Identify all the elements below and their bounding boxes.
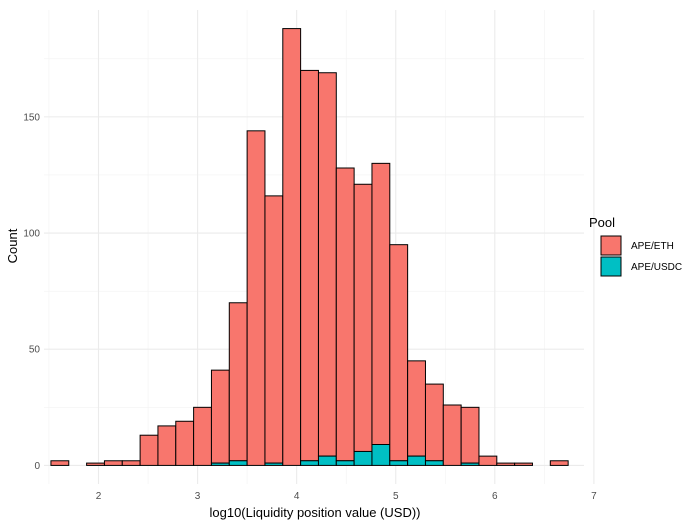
- bar-ape-usdc: [300, 460, 319, 466]
- bar-ape-eth: [50, 460, 70, 466]
- x-axis-title: log10(Liquidity position value (USD)): [210, 505, 421, 520]
- bar-ape-eth: [228, 302, 248, 462]
- gridlines: [44, 10, 595, 484]
- y-tick-label: 50: [29, 345, 41, 356]
- bar-ape-eth: [86, 462, 105, 466]
- bar-ape-eth: [282, 28, 302, 466]
- bar-ape-eth: [460, 406, 480, 464]
- bar-ape-eth: [317, 72, 337, 457]
- x-tick-label: 3: [195, 491, 201, 502]
- bar-ape-eth: [193, 406, 212, 466]
- bar-ape-eth: [514, 462, 533, 466]
- bar-ape-eth: [424, 383, 444, 462]
- legend-title: Pool: [589, 215, 615, 230]
- legend-swatch-ape-eth: [600, 235, 622, 256]
- bar-ape-eth: [442, 404, 462, 466]
- x-tick-label: 5: [393, 491, 399, 502]
- y-tick-label: 0: [34, 461, 40, 472]
- bar-ape-usdc: [460, 462, 480, 466]
- bar-ape-eth: [478, 455, 498, 466]
- bar-ape-eth: [371, 162, 391, 445]
- bar-ape-eth: [549, 460, 569, 466]
- y-tick-label: 150: [23, 112, 40, 123]
- bar-ape-eth: [407, 360, 426, 457]
- bar-ape-usdc: [407, 455, 426, 466]
- bar-ape-usdc: [353, 450, 373, 466]
- x-tick-label: 4: [294, 491, 300, 502]
- bar-ape-usdc: [371, 444, 391, 466]
- bar-ape-usdc: [317, 455, 337, 466]
- bar-ape-usdc: [210, 462, 230, 466]
- bar-ape-usdc: [424, 460, 444, 466]
- bars: [50, 28, 569, 466]
- bar-ape-eth: [139, 434, 159, 466]
- bar-ape-eth: [175, 420, 195, 466]
- legend-swatch-ape-usdc: [600, 256, 622, 277]
- bar-ape-usdc: [228, 460, 248, 466]
- bar-ape-eth: [353, 183, 373, 452]
- bar-ape-usdc: [264, 462, 284, 466]
- bar-ape-usdc: [335, 460, 355, 466]
- legend-label-ape-usdc: APE/USDC: [631, 262, 682, 273]
- y-axis-title: Count: [5, 228, 20, 263]
- bar-ape-eth: [103, 460, 123, 466]
- bar-ape-usdc: [389, 460, 409, 466]
- y-axis-ticks: 0 50 100 150: [23, 112, 40, 472]
- legend: Pool APE/ETH APE/USDC: [589, 215, 682, 277]
- bar-ape-eth: [264, 195, 284, 464]
- bar-ape-eth: [210, 369, 230, 464]
- x-tick-label: 6: [492, 491, 498, 502]
- bar-ape-eth: [496, 462, 516, 466]
- x-axis-ticks: 2 3 4 5 6 7: [96, 491, 597, 502]
- bar-ape-eth: [157, 425, 177, 466]
- y-tick-label: 100: [23, 229, 40, 240]
- legend-label-ape-eth: APE/ETH: [631, 241, 674, 252]
- bar-ape-eth: [335, 167, 355, 462]
- bar-ape-eth: [300, 69, 319, 462]
- x-tick-label: 2: [96, 491, 102, 502]
- bar-ape-eth: [246, 130, 266, 466]
- x-tick-label: 7: [591, 491, 597, 502]
- bar-ape-eth: [121, 460, 141, 466]
- bar-ape-eth: [389, 244, 409, 462]
